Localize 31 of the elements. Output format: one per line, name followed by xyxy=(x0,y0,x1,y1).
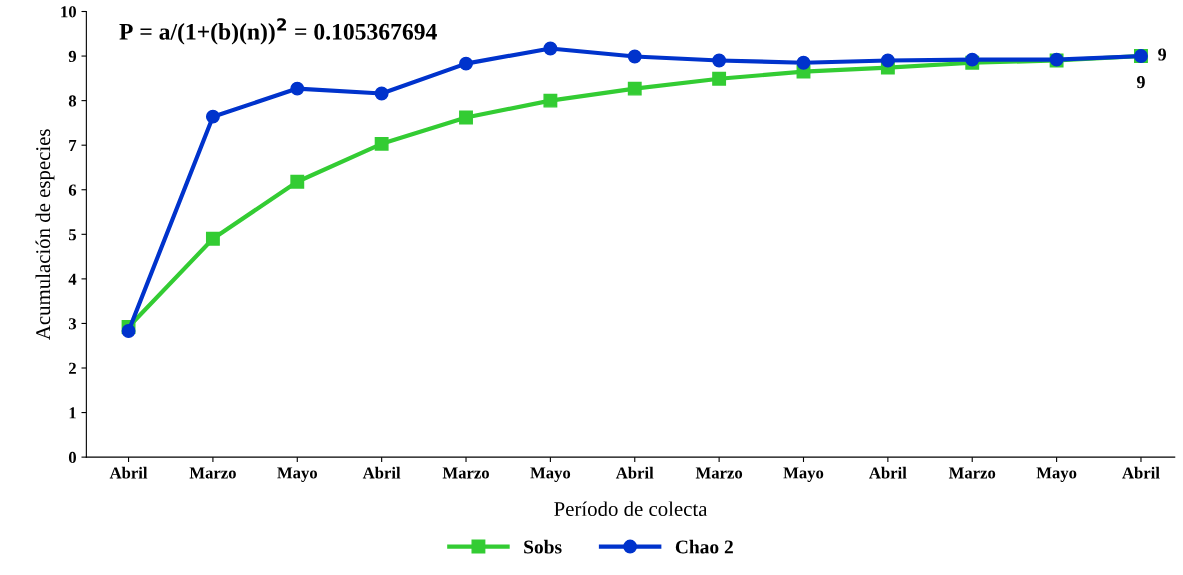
x-tick-label: Abril xyxy=(615,466,654,479)
legend-label: Sobs xyxy=(524,539,562,554)
x-tick-label: Abril xyxy=(109,466,148,479)
y-tick-label: 3 xyxy=(68,318,77,330)
y-tick-label: 6 xyxy=(68,184,77,196)
x-tick-label: Marzo xyxy=(189,467,236,479)
x-tick-label: Marzo xyxy=(442,467,489,479)
y-tick-label: 0 xyxy=(68,451,76,464)
x-tick-label: Mayo xyxy=(530,467,571,482)
y-tick-label: 7 xyxy=(69,140,77,151)
x-tick-label: Abril xyxy=(869,466,907,479)
y-tick-label: 10 xyxy=(61,6,76,18)
x-tick-label: Abril xyxy=(1122,466,1160,479)
data-label: 9 xyxy=(1158,48,1167,61)
x-tick-label: Mayo xyxy=(277,467,318,482)
y-tick-label: 5 xyxy=(68,229,77,241)
x-tick-label: Marzo xyxy=(948,467,996,479)
y-tick-label: 8 xyxy=(68,95,77,107)
y-tick-label: 4 xyxy=(68,273,77,285)
x-tick-label: Abril xyxy=(362,466,401,479)
y-tick-label: 1 xyxy=(69,407,76,419)
y-tick-label: 2 xyxy=(69,362,76,374)
data-label: 9 xyxy=(1136,76,1145,89)
y-axis-title: Acumulación de especies xyxy=(35,129,55,340)
x-tick-label: Mayo xyxy=(1036,467,1077,482)
x-tick-label: Marzo xyxy=(695,467,743,479)
y-tick-label: 9 xyxy=(68,50,77,63)
annotation: P = a/(1+(b)(n))$^{2}$ = 0.105367694 xyxy=(119,18,437,45)
legend-label: Chao 2 xyxy=(675,539,733,554)
x-tick-label: Mayo xyxy=(783,467,824,482)
x-axis-title: Período de colecta xyxy=(554,501,708,517)
